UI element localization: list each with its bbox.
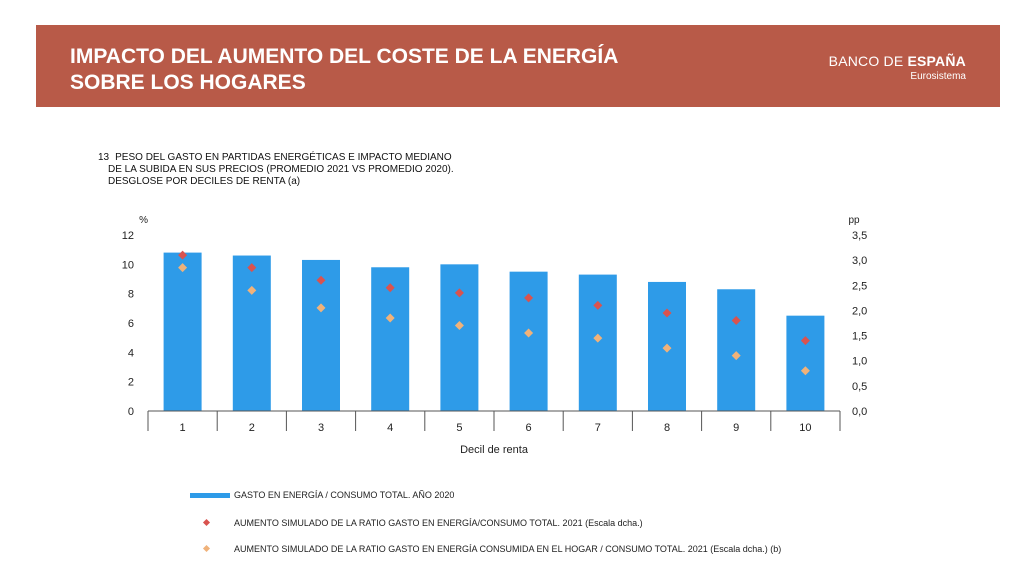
y-right-tick-label: 0,0 <box>852 406 867 418</box>
marker-total-ratio-decile-8 <box>662 308 672 318</box>
marker-total-ratio-decile-1 <box>178 250 188 260</box>
legend-label-total-ratio: AUMENTO SIMULADO DE LA RATIO GASTO EN EN… <box>234 518 643 528</box>
banco-de-espana-logo: BANCO DE ESPAÑA Eurosistema <box>829 53 966 82</box>
bar-decile-2 <box>232 255 271 411</box>
legend-orange-marker <box>202 544 211 553</box>
chart-number: 13 <box>98 152 110 163</box>
bar-decile-7 <box>578 274 617 411</box>
y-right-tick-label: 0,5 <box>852 381 867 393</box>
legend-label-home-ratio: AUMENTO SIMULADO DE LA RATIO GASTO EN EN… <box>234 544 782 554</box>
marker-total-ratio-decile-4 <box>385 283 395 293</box>
y-right-tick-label: 2,5 <box>852 280 867 292</box>
marker-home-ratio-decile-7 <box>593 333 603 343</box>
marker-home-ratio-decile-9 <box>731 351 741 361</box>
chart-title-line-3: DESGLOSE POR DECILES DE RENTA (a) <box>108 176 301 187</box>
bar-decile-6 <box>509 271 548 411</box>
x-tick-label: 4 <box>387 422 393 434</box>
legend-red-marker <box>202 518 211 527</box>
bar-decile-1 <box>163 252 202 411</box>
page-title-line-2: SOBRE LOS HOGARES <box>70 71 306 94</box>
legend-item-total-ratio: AUMENTO SIMULADO DE LA RATIO GASTO EN EN… <box>190 518 643 528</box>
marker-home-ratio-decile-8 <box>662 343 672 353</box>
y-left-unit: % <box>139 215 148 226</box>
bar-decile-5 <box>440 264 479 411</box>
x-tick-label: 2 <box>249 422 255 434</box>
chart-title-line-1: PESO DEL GASTO EN PARTIDAS ENERGÉTICAS E… <box>115 152 452 163</box>
legend-item-bars: GASTO EN ENERGÍA / CONSUMO TOTAL. AÑO 20… <box>190 490 454 500</box>
logo-subtitle: Eurosistema <box>910 71 966 82</box>
x-axis-label: Decil de renta <box>460 444 529 456</box>
y-right-tick-label: 3,0 <box>852 255 867 267</box>
chart-title: 13 PESO DEL GASTO EN PARTIDAS ENERGÉTICAS… <box>98 152 618 188</box>
y-left-tick-label: 4 <box>128 347 134 359</box>
legend-item-home-ratio: AUMENTO SIMULADO DE LA RATIO GASTO EN EN… <box>190 544 781 554</box>
logo-text-regular: BANCO DE <box>828 53 908 69</box>
x-tick-label: 3 <box>318 422 324 434</box>
x-tick-label: 10 <box>799 422 811 434</box>
marker-total-ratio-decile-6 <box>524 293 534 303</box>
x-tick-label: 9 <box>733 422 739 434</box>
marker-total-ratio-decile-3 <box>316 275 326 285</box>
marker-home-ratio-decile-4 <box>385 313 395 323</box>
bar-decile-9 <box>717 289 756 411</box>
bar-decile-3 <box>302 259 340 411</box>
y-left-tick-label: 2 <box>128 377 134 389</box>
marker-home-ratio-decile-10 <box>800 366 810 376</box>
y-left-tick-label: 8 <box>128 289 134 301</box>
chart-title-line-2: DE LA SUBIDA EN SUS PRECIOS (PROMEDIO 20… <box>108 164 454 175</box>
header-banner: IMPACTO DEL AUMENTO DEL COSTE DE LA ENER… <box>36 25 1000 107</box>
y-left-tick-label: 10 <box>122 259 134 271</box>
marker-total-ratio-decile-7 <box>593 300 603 310</box>
y-left-tick-label: 0 <box>128 406 134 418</box>
legend-bar-swatch <box>190 493 230 498</box>
x-tick-label: 7 <box>595 422 601 434</box>
legend-label-bars: GASTO EN ENERGÍA / CONSUMO TOTAL. AÑO 20… <box>234 490 455 500</box>
y-right-tick-label: 3,5 <box>852 230 867 242</box>
marker-total-ratio-decile-5 <box>454 288 464 298</box>
y-right-tick-label: 1,0 <box>852 356 867 368</box>
marker-total-ratio-decile-9 <box>731 315 741 325</box>
marker-total-ratio-decile-10 <box>800 336 810 346</box>
bar-decile-10 <box>786 315 825 411</box>
marker-home-ratio-decile-1 <box>178 263 188 273</box>
page-title-line-1: IMPACTO DEL AUMENTO DEL COSTE DE LA ENER… <box>70 45 619 68</box>
marker-home-ratio-decile-6 <box>524 328 534 338</box>
page-title: IMPACTO DEL AUMENTO DEL COSTE DE LA ENER… <box>70 44 770 96</box>
y-right-unit: pp <box>848 215 860 226</box>
x-tick-label: 1 <box>180 422 186 434</box>
logo-text-bold: ESPAÑA <box>907 53 966 69</box>
marker-home-ratio-decile-2 <box>247 285 257 295</box>
x-tick-label: 8 <box>664 422 670 434</box>
marker-home-ratio-decile-3 <box>316 303 326 313</box>
y-left-tick-label: 12 <box>122 230 134 242</box>
y-right-tick-label: 1,5 <box>852 331 867 343</box>
y-left-tick-label: 6 <box>128 318 134 330</box>
marker-total-ratio-decile-2 <box>247 263 257 273</box>
x-tick-label: 6 <box>526 422 532 434</box>
marker-home-ratio-decile-5 <box>454 321 464 331</box>
x-tick-label: 5 <box>456 422 462 434</box>
y-right-tick-label: 2,0 <box>852 305 867 317</box>
